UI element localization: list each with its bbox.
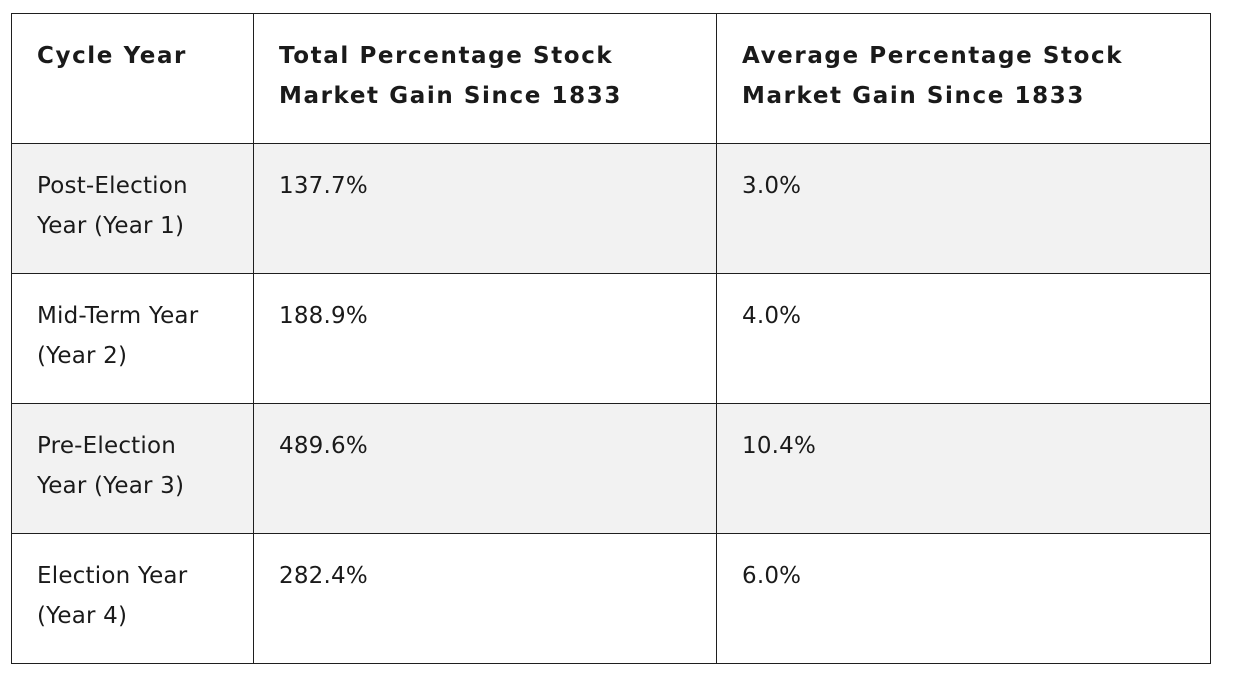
stock-gain-table: Cycle Year Total Percentage Stock Market…: [11, 13, 1211, 664]
header-total-gain: Total Percentage Stock Market Gain Since…: [253, 13, 717, 144]
cell-cycle-year: Post-Election Year (Year 1): [11, 143, 254, 274]
cell-total-gain: 489.6%: [253, 403, 717, 534]
cell-cycle-year: Mid-Term Year (Year 2): [11, 273, 254, 404]
table-row: Post-Election Year (Year 1) 137.7% 3.0%: [11, 143, 1211, 274]
table-row: Election Year (Year 4) 282.4% 6.0%: [11, 533, 1211, 664]
table-row: Pre-Election Year (Year 3) 489.6% 10.4%: [11, 403, 1211, 534]
header-average-gain: Average Percentage Stock Market Gain Sin…: [716, 13, 1211, 144]
cell-total-gain: 282.4%: [253, 533, 717, 664]
cell-average-gain: 10.4%: [716, 403, 1211, 534]
cell-average-gain: 6.0%: [716, 533, 1211, 664]
cell-average-gain: 3.0%: [716, 143, 1211, 274]
table-row: Mid-Term Year (Year 2) 188.9% 4.0%: [11, 273, 1211, 404]
cell-total-gain: 137.7%: [253, 143, 717, 274]
cell-average-gain: 4.0%: [716, 273, 1211, 404]
cell-cycle-year: Pre-Election Year (Year 3): [11, 403, 254, 534]
cell-cycle-year: Election Year (Year 4): [11, 533, 254, 664]
table-header-row: Cycle Year Total Percentage Stock Market…: [11, 13, 1211, 144]
cell-total-gain: 188.9%: [253, 273, 717, 404]
header-cycle-year: Cycle Year: [11, 13, 254, 144]
